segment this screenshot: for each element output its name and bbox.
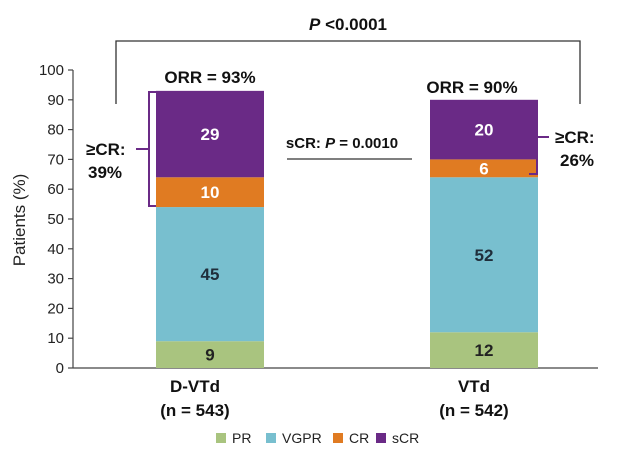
scr-p-value: sCR: P = 0.0010 (286, 135, 398, 152)
cr-label-right-line1: ≥CR: (555, 128, 595, 147)
bar-label-vtd-cr: 6 (479, 159, 488, 178)
y-tick-label-60: 60 (47, 181, 64, 198)
legend-label-scr: sCR (392, 430, 419, 446)
bar-d-vtd-pr (156, 341, 264, 368)
x-category-label-vtd: VTd (458, 377, 490, 396)
x-category-label-dvtd: D-VTd (170, 377, 220, 396)
legend-swatch-scr (376, 433, 386, 443)
scr-p-prefix: sCR: (286, 135, 325, 152)
legend-label-cr: CR (349, 430, 369, 446)
bar-vtd-cr (430, 159, 538, 178)
x-category-n-dvtd: (n = 543) (160, 401, 229, 420)
scr-p-letter: P (325, 135, 336, 152)
y-tick-label-50: 50 (47, 211, 64, 228)
bar-label-vtd-vgpr: 52 (475, 246, 494, 265)
bar-label-d-vtd-vgpr: 45 (201, 265, 220, 284)
cr-bracket-left (148, 91, 156, 207)
legend-swatch-cr (333, 433, 343, 443)
y-tick-label-90: 90 (47, 92, 64, 109)
legend-label-pr: PR (232, 430, 251, 446)
y-tick-label-0: 0 (56, 360, 64, 377)
bar-vtd-vgpr (430, 177, 538, 333)
bar-d-vtd-cr (156, 177, 264, 208)
overall-p-letter: P (309, 15, 321, 34)
overall-p-value: P <0.0001 (309, 15, 387, 34)
y-tick-label-70: 70 (47, 151, 64, 168)
cr-label-right-line2: 26% (560, 151, 594, 170)
x-category-n-vtd: (n = 542) (439, 401, 508, 420)
y-tick-label-80: 80 (47, 122, 64, 139)
bar-d-vtd-scr (156, 90, 264, 178)
legend: PR VGPR CR sCR (216, 430, 419, 446)
bar-label-d-vtd-scr: 29 (201, 125, 220, 144)
bar-label-d-vtd-pr: 9 (205, 346, 214, 365)
y-axis-label: Patients (%) (10, 174, 29, 267)
y-tick-label-30: 30 (47, 271, 64, 288)
y-tick-label-100: 100 (39, 62, 64, 79)
y-tick-label-40: 40 (47, 241, 64, 258)
overall-p-text: <0.0001 (320, 15, 387, 34)
cr-label-left-line1: ≥CR: (86, 140, 126, 159)
bar-label-vtd-scr: 20 (475, 121, 494, 140)
bar-d-vtd-vgpr (156, 207, 264, 342)
legend-swatch-vgpr (266, 433, 276, 443)
bar-vtd-pr (430, 332, 538, 368)
overall-p-bracket (115, 40, 581, 104)
orr-label-dvtd: ORR = 93% (164, 68, 255, 87)
cr-label-left-line2: 39% (88, 163, 122, 182)
bar-label-vtd-pr: 12 (475, 341, 494, 360)
orr-label-vtd: ORR = 90% (426, 78, 517, 97)
y-tick-label-20: 20 (47, 300, 64, 317)
legend-swatch-pr (216, 433, 226, 443)
bar-vtd-scr (430, 99, 538, 160)
bar-label-d-vtd-cr: 10 (201, 183, 220, 202)
legend-label-vgpr: VGPR (282, 430, 322, 446)
scr-p-text: = 0.0010 (335, 135, 398, 152)
y-tick-label-10: 10 (47, 330, 64, 347)
